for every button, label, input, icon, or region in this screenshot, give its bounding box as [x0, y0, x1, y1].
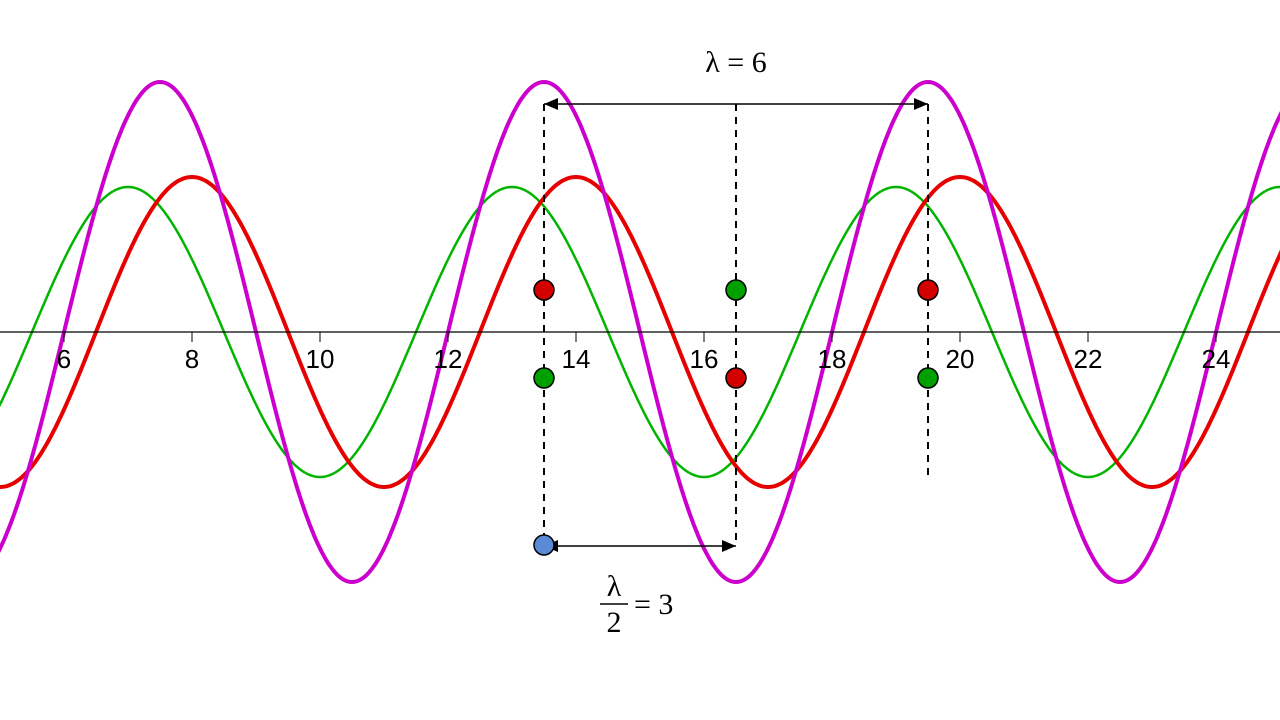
x-tick-label: 6 — [57, 344, 71, 374]
x-tick-label: 16 — [690, 344, 719, 374]
wave-marker — [726, 280, 746, 300]
wave-marker — [534, 535, 554, 555]
lambda-half-den: 2 — [607, 606, 622, 639]
wave-marker — [918, 368, 938, 388]
x-tick-label: 14 — [562, 344, 591, 374]
wave-marker — [918, 280, 938, 300]
lambda-full-arrow-head-l — [544, 98, 558, 110]
x-tick-label: 18 — [818, 344, 847, 374]
x-tick-label: 10 — [306, 344, 335, 374]
wave-marker — [534, 280, 554, 300]
x-tick-label: 24 — [1202, 344, 1231, 374]
x-tick-label: 20 — [946, 344, 975, 374]
wave-marker — [534, 368, 554, 388]
lambda-full-arrow-head-r — [914, 98, 928, 110]
lambda-half-arrow-head-r — [722, 540, 736, 552]
lambda-half-num: λ — [607, 570, 622, 603]
lambda-full-label: λ = 6 — [705, 46, 766, 79]
x-tick-label: 12 — [434, 344, 463, 374]
x-tick-label: 22 — [1074, 344, 1103, 374]
lambda-half-eq: = 3 — [634, 588, 673, 621]
wave-marker — [726, 368, 746, 388]
x-tick-label: 8 — [185, 344, 199, 374]
